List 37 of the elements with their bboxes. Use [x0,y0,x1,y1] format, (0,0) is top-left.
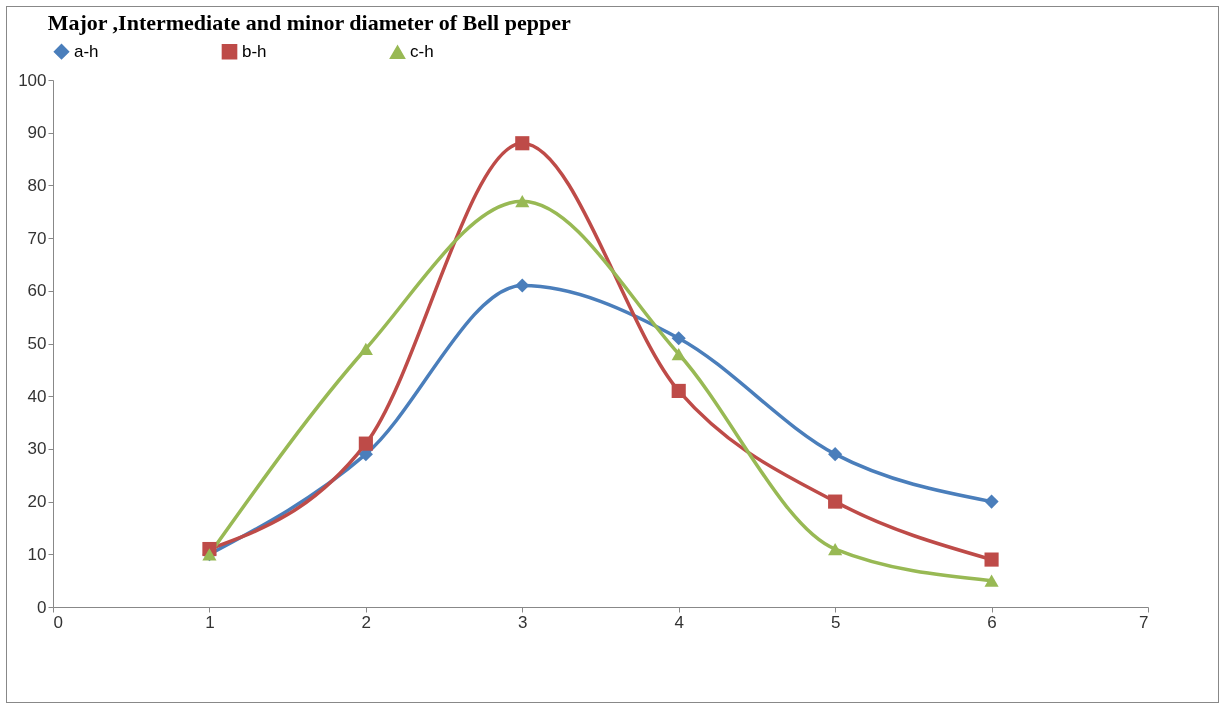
legend-label: a-h [74,41,99,61]
point [828,447,843,462]
y-tick-label: 60 [27,281,47,301]
x-tick-label: 1 [205,612,215,632]
y-tick-label: 90 [27,123,47,143]
y-tick-label: 10 [27,544,47,564]
x-tick-label: 0 [53,612,63,632]
point [984,574,999,587]
y-tick-label: 40 [27,386,47,406]
legend-label: c-h [410,42,434,62]
x-tick-label: 4 [674,612,684,632]
point [515,136,530,151]
y-tick-label: 30 [27,439,47,459]
point [358,436,373,451]
legend-label: b-h [242,41,267,61]
point [828,542,843,556]
y-tick-label: 20 [27,492,47,512]
point [358,342,373,355]
point [515,278,530,293]
point [671,383,686,398]
y-tick-label: 0 [37,597,47,617]
point [984,494,999,509]
y-tick-label: 50 [27,334,47,353]
point [828,494,843,509]
x-tick-label: 5 [830,612,841,632]
x-tick-label: 7 [1139,612,1149,632]
x-tick-label: 6 [987,612,997,632]
y-tick-label: 100 [18,70,47,90]
point [671,347,686,361]
point [984,552,999,567]
point [671,331,686,346]
y-tick-label: 70 [27,228,47,248]
y-tick-label: 80 [27,175,47,195]
x-tick-label: 3 [518,612,528,632]
chart-title: Major ,Intermediate and minor diameter of Bell pepper [47,10,571,35]
point [515,195,530,208]
x-tick-label: 2 [361,612,372,632]
